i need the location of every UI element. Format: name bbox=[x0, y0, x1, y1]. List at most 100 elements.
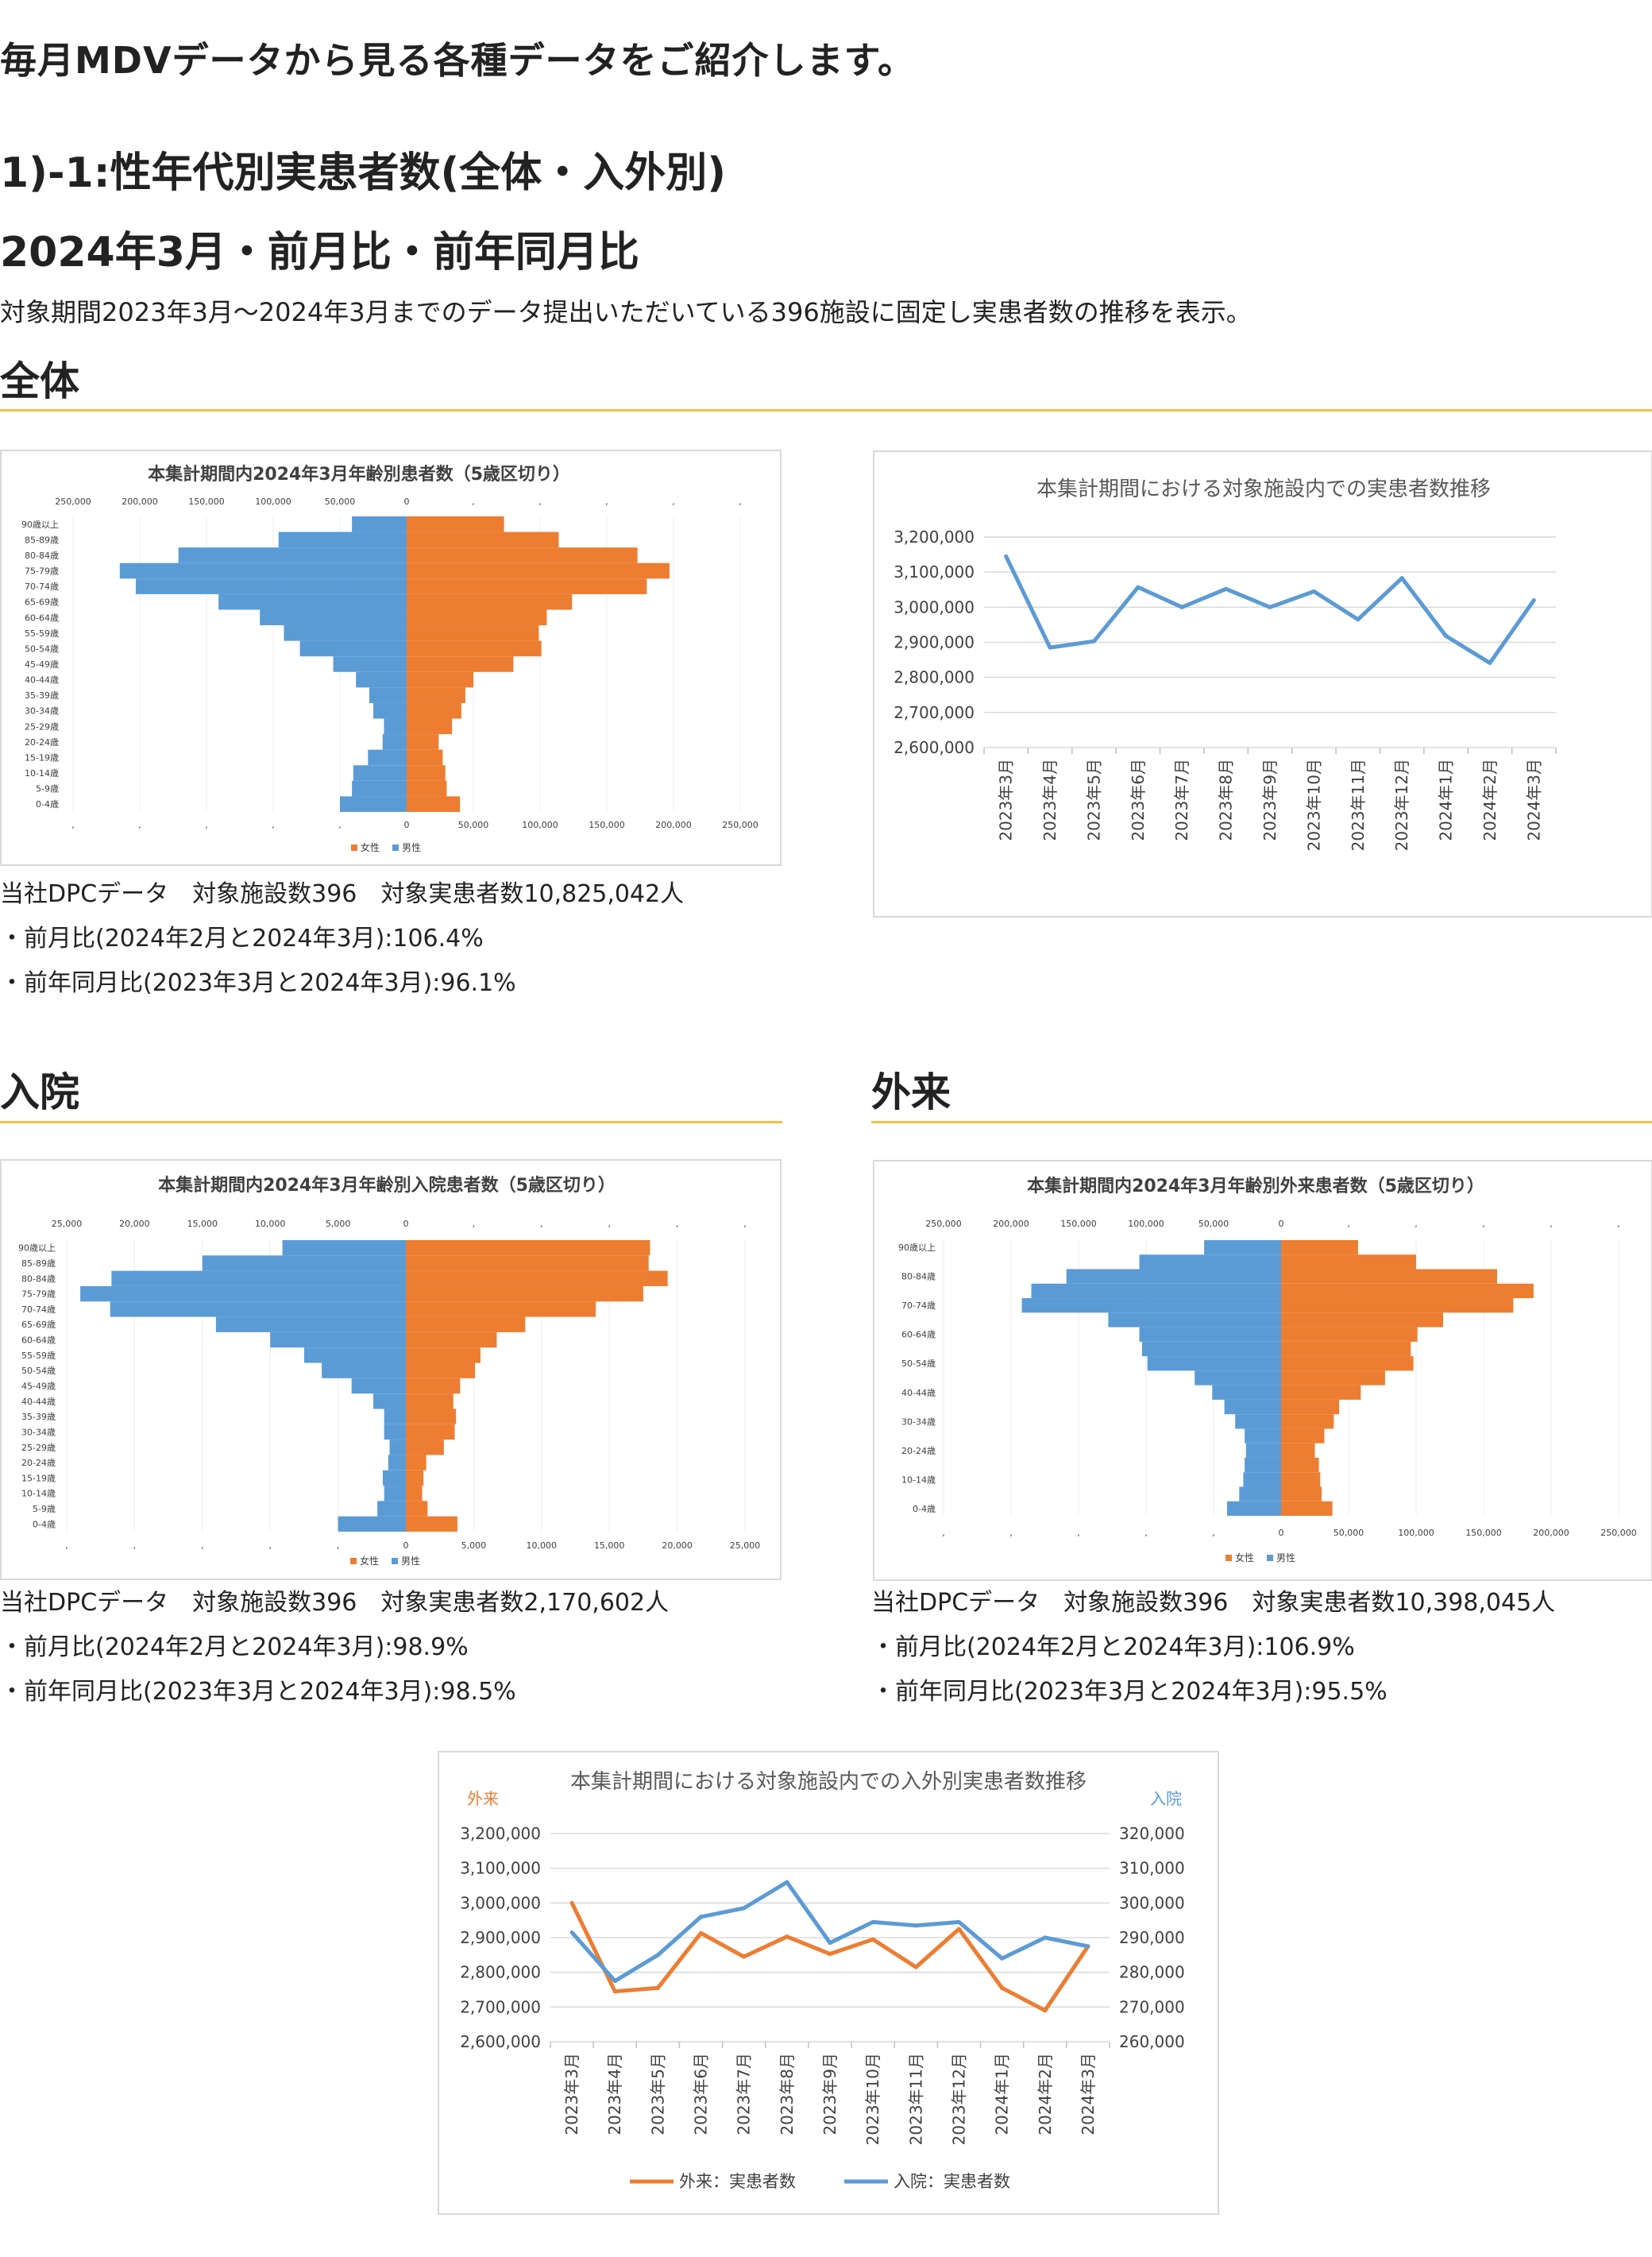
male-bar bbox=[278, 531, 407, 548]
male-bar bbox=[110, 1301, 406, 1317]
section-heading-inpatient: 入院 bbox=[0, 1069, 79, 1115]
female-bar bbox=[1281, 1356, 1414, 1371]
female-bar bbox=[1281, 1370, 1385, 1386]
chart-box-pyramid-total: 本集計期間内2024年3月年齢別患者数（5歳区切り） 250,000 200,000… bbox=[0, 450, 782, 866]
male-bar bbox=[356, 671, 407, 688]
stats-total: 当社DPCデータ 対象施設数396 対象実患者数10,825,042人 ・前月比… bbox=[0, 872, 684, 1006]
bottom-tick-label: 0 bbox=[404, 820, 410, 830]
female-bar bbox=[406, 1255, 649, 1271]
top-tick-label: 20,000 bbox=[119, 1219, 150, 1229]
chart-box-line-dual: 本集計期間における対象施設内での入外別実患者数推移 2,600,000 2,700,… bbox=[438, 1751, 1219, 2215]
x-tick-label: 2023年10月 bbox=[1304, 759, 1323, 851]
section-rule-total bbox=[0, 409, 1652, 412]
female-bar bbox=[1281, 1341, 1411, 1357]
top-tick-label: 0 bbox=[404, 497, 410, 507]
age-label: 30-34歳 bbox=[25, 706, 59, 717]
male-bar bbox=[389, 1440, 406, 1455]
y-tick-label: 3,000,000 bbox=[460, 1893, 541, 1912]
right-y-tick-label: 290,000 bbox=[1119, 1928, 1185, 1947]
x-tick-label: 2023年6月 bbox=[1129, 759, 1148, 841]
data-point bbox=[1356, 617, 1361, 622]
male-bar bbox=[369, 687, 407, 703]
data-point bbox=[742, 1954, 747, 1959]
age-label: 30-34歳 bbox=[21, 1427, 56, 1437]
data-point bbox=[1043, 1935, 1048, 1940]
page-main-title: 毎月MDVデータから見る各種データをご紹介します。 bbox=[0, 39, 915, 82]
female-bar bbox=[1281, 1428, 1325, 1443]
y-tick-label: 3,100,000 bbox=[460, 1859, 541, 1878]
age-label: 85-89歳 bbox=[21, 1258, 56, 1269]
female-bar bbox=[407, 562, 670, 579]
top-tick-mark: , bbox=[672, 497, 675, 507]
top-tick-label: 250,000 bbox=[55, 497, 91, 507]
section-rule-outpatient bbox=[871, 1121, 1652, 1123]
male-bar bbox=[1245, 1443, 1281, 1458]
male-bar bbox=[1141, 1341, 1281, 1357]
bottom-tick-mark: , bbox=[205, 820, 208, 830]
age-label: 35-39歳 bbox=[21, 1412, 56, 1422]
bottom-tick-mark: , bbox=[65, 1540, 68, 1551]
data-point bbox=[785, 1880, 789, 1884]
x-tick-label: 2023年7月 bbox=[735, 2053, 754, 2135]
legend-label-male: 男性 bbox=[402, 842, 421, 853]
male-bar bbox=[80, 1285, 406, 1302]
top-tick-mark: , bbox=[739, 497, 742, 507]
data-point bbox=[870, 1919, 875, 1924]
bottom-tick-mark: , bbox=[201, 1540, 204, 1551]
top-tick-label: 200,000 bbox=[993, 1219, 1029, 1229]
male-bar bbox=[1224, 1399, 1281, 1415]
x-tick-label: 2023年4月 bbox=[605, 2053, 624, 2135]
y-tick-label: 2,600,000 bbox=[460, 2032, 541, 2051]
section-heading-total: 全体 bbox=[0, 358, 79, 404]
female-bar bbox=[407, 593, 573, 610]
male-bar bbox=[382, 734, 407, 750]
age-label: 20-24歳 bbox=[901, 1446, 936, 1456]
age-label: 75-79歳 bbox=[21, 1289, 56, 1300]
top-tick-mark: , bbox=[608, 1219, 611, 1229]
age-label: 15-19歳 bbox=[21, 1473, 56, 1483]
legend-swatch-male bbox=[392, 844, 399, 851]
age-label: 10-14歳 bbox=[21, 1489, 56, 1499]
male-bar bbox=[333, 656, 407, 672]
top-tick-mark: , bbox=[538, 497, 542, 507]
age-label: 5-9歳 bbox=[36, 784, 59, 794]
age-label: 80-84歳 bbox=[901, 1272, 936, 1282]
male-bar bbox=[352, 516, 407, 532]
stat-line: 当社DPCデータ 対象施設数396 対象実患者数10,398,045人 bbox=[871, 1589, 1556, 1617]
female-bar bbox=[407, 516, 504, 532]
female-bar bbox=[1281, 1457, 1319, 1473]
data-point bbox=[612, 1989, 617, 1994]
y-tick-label: 3,000,000 bbox=[894, 597, 975, 616]
right-y-tick-label: 260,000 bbox=[1119, 2032, 1185, 2051]
top-tick-label: 0 bbox=[403, 1219, 409, 1229]
y-tick-label: 2,600,000 bbox=[894, 738, 975, 757]
pyramid-chart-inpatient: 本集計期間内2024年3月年齢別入院患者数（5歳区切り） 25,000 20,000… bbox=[18, 1175, 760, 1567]
data-point bbox=[1399, 576, 1404, 581]
female-bar bbox=[407, 656, 514, 672]
male-bar bbox=[373, 702, 407, 719]
chart-title: 本集計期間内2024年3月年齢別外来患者数（5歳区切り） bbox=[1027, 1176, 1484, 1196]
right-y-tick-label: 310,000 bbox=[1119, 1859, 1185, 1878]
data-point bbox=[612, 1979, 617, 1984]
legend-swatch-female bbox=[351, 844, 357, 851]
bottom-tick-label: 10,000 bbox=[527, 1540, 558, 1551]
female-bar bbox=[1281, 1472, 1321, 1487]
male-bar bbox=[1239, 1486, 1281, 1501]
data-point bbox=[956, 1927, 961, 1931]
y-tick-label: 2,800,000 bbox=[460, 1963, 541, 1982]
age-label: 40-44歳 bbox=[21, 1397, 56, 1407]
data-point bbox=[785, 1934, 789, 1939]
female-bar bbox=[407, 578, 647, 594]
bottom-tick-mark: , bbox=[1212, 1528, 1215, 1538]
stat-line: ・前年同月比(2023年3月と2024年3月):98.5% bbox=[0, 1678, 516, 1706]
male-bar bbox=[351, 1378, 406, 1394]
bottom-tick-label: 50,000 bbox=[1334, 1528, 1364, 1538]
age-label: 5-9歳 bbox=[33, 1504, 56, 1514]
age-label: 45-49歳 bbox=[25, 659, 59, 670]
x-tick-label: 2023年9月 bbox=[820, 2053, 840, 2135]
top-tick-label: 50,000 bbox=[325, 497, 356, 507]
bottom-tick-label: 250,000 bbox=[722, 820, 758, 830]
x-tick-label: 2023年10月 bbox=[863, 2053, 882, 2145]
age-label: 80-84歳 bbox=[25, 551, 59, 561]
legend-swatch-male bbox=[1267, 1555, 1273, 1561]
